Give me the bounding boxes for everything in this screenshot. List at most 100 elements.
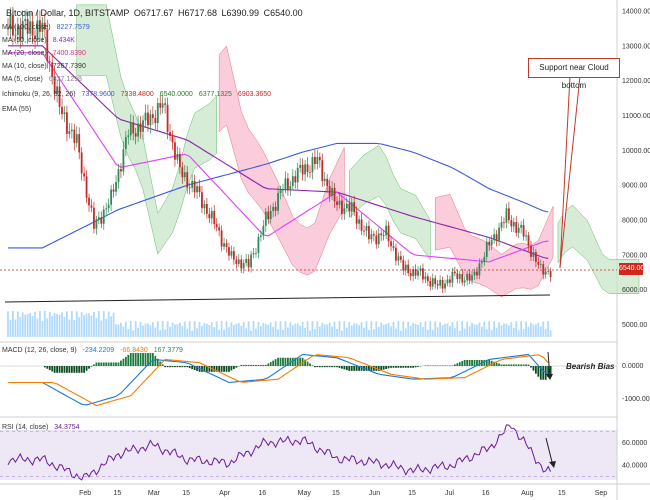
candle-body (456, 273, 459, 279)
candle-body (51, 62, 54, 77)
macd-histogram-bar (228, 366, 230, 372)
macd-histogram-bar (93, 364, 95, 366)
volume-bar (404, 328, 407, 337)
candle-body (85, 176, 88, 198)
volume-bar (19, 317, 22, 337)
volume-bar (161, 321, 164, 337)
candle-body (75, 134, 78, 143)
macd-histogram-bar (287, 357, 289, 366)
volume-bar (105, 318, 108, 337)
candle-body (12, 15, 14, 36)
candle-body (279, 190, 282, 193)
candle-body (193, 180, 196, 193)
indicator-ma10[interactable]: MA (10, close) 7267.7390 (2, 63, 86, 70)
candle-body (97, 217, 100, 220)
macd-label[interactable]: MACD (12, 26, close, 9) -234.2209 -66.84… (2, 347, 183, 354)
volume-bar (208, 325, 211, 337)
sub-axes: 0.0000 -1000.0000 60.0000 40.0000 (0, 363, 650, 477)
time-tick: Aug (521, 490, 534, 497)
rsi-line (7, 424, 552, 481)
volume-bar (380, 322, 383, 337)
candle-body (409, 273, 412, 277)
candle-body (198, 186, 201, 193)
volume-bar (117, 324, 120, 337)
volume-bar (385, 324, 388, 337)
volume-bar (478, 322, 481, 337)
volume-bar (26, 314, 29, 337)
macd-histogram-bar (311, 365, 314, 366)
candle-body (196, 186, 198, 193)
volume-bar (544, 328, 547, 337)
volume-bar (515, 321, 518, 337)
macd-histogram-bar (414, 366, 417, 368)
candle-body (527, 235, 530, 246)
macd-histogram-bar (385, 366, 388, 370)
volume-bar (277, 329, 279, 337)
volume-bar (95, 318, 98, 337)
candle-body (247, 259, 250, 268)
candle-body (112, 189, 115, 192)
indicator-ema55[interactable]: EMA (55) (2, 106, 32, 113)
macd-histogram-bar (345, 366, 348, 371)
rsi-label[interactable]: RSI (14, close) 34.3754 (2, 424, 80, 431)
ohlc-open: O6717.67 (133, 8, 174, 18)
volume-bar (83, 315, 86, 337)
macd-histogram-bar (51, 366, 54, 372)
time-tick: 16 (482, 490, 490, 497)
candle-body (21, 20, 24, 39)
volume-bar (230, 322, 233, 337)
volume-bar (31, 316, 34, 337)
macd-histogram-bar (426, 365, 429, 366)
macd-histogram-bar (355, 366, 358, 371)
candle-body (380, 233, 383, 236)
volume-bar (444, 323, 446, 337)
candle-body (372, 234, 375, 236)
candle-body (480, 261, 483, 264)
indicator-ma50[interactable]: MA (50, close) 8.434K (2, 37, 75, 44)
macd-histogram-bar (321, 366, 324, 368)
candle-body (498, 227, 500, 241)
volume-bar (115, 324, 117, 337)
price-tick: 14000.00 (622, 8, 650, 15)
volume-bar (343, 321, 346, 337)
volume-bar (301, 321, 304, 337)
candle-body (156, 103, 159, 124)
candle-body (348, 203, 351, 212)
macd-histogram-bar (429, 365, 432, 366)
volume-bar (299, 325, 302, 337)
macd-histogram-bar (144, 353, 147, 366)
candle-body (41, 22, 44, 32)
candle-body (397, 256, 400, 261)
volume-bar (235, 323, 238, 337)
candle-body (201, 192, 203, 209)
candle-body (31, 21, 34, 36)
volume-bar (431, 329, 434, 337)
indicator-ichimoku[interactable]: Ichimoku (9, 26, 52, 26) 7378.9600 7338.48… (2, 91, 272, 98)
macd-histogram-bar (208, 366, 211, 372)
macd-histogram-bar (407, 366, 410, 368)
volume-bar (493, 321, 496, 337)
candle-body (100, 217, 103, 224)
volume-bar (360, 322, 363, 337)
volume-bar (316, 321, 319, 337)
macd-histogram-bar (392, 366, 395, 368)
candle-body (120, 169, 122, 172)
indicator-ma5[interactable]: MA (5, close) 6827.1298 (2, 76, 82, 83)
macd-histogram-bar (139, 353, 142, 366)
macd-histogram-bar (404, 366, 407, 368)
candle-body (122, 149, 125, 172)
candle-body (507, 208, 510, 221)
candle-body (537, 261, 540, 265)
time-tick: May (298, 490, 312, 497)
volume-bar (166, 321, 169, 337)
indicator-ma100[interactable]: MA (100, close) 8227.7579 (2, 24, 90, 31)
macd-histogram-bar (75, 366, 78, 373)
candle-body (107, 204, 110, 209)
candle-body (392, 246, 395, 248)
indicator-ma20[interactable]: MA (20, close) 7400.8390 (2, 50, 86, 57)
macd-histogram-bar (164, 366, 167, 368)
volume-bar (188, 321, 191, 337)
candle-body (309, 172, 311, 173)
symbol-title: Bitcoin / Dollar, 1D, BITSTAMP (6, 8, 130, 18)
